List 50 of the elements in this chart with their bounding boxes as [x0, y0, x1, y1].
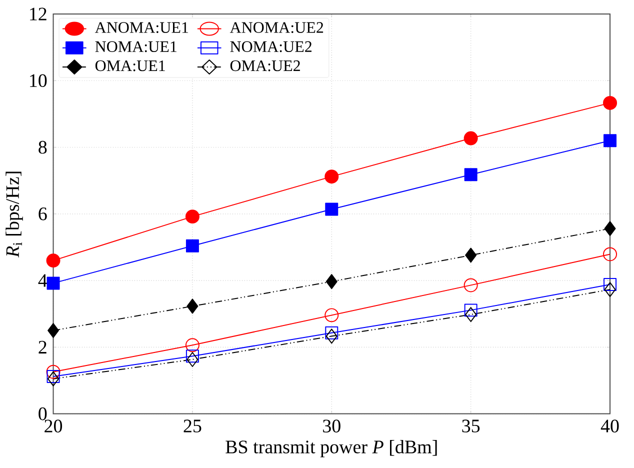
y-tick-label: 8 — [38, 140, 47, 154]
x-tick-label: 40 — [600, 420, 619, 433]
point — [604, 221, 616, 236]
legend-label: OMA:UE1 — [95, 60, 165, 72]
point — [185, 338, 200, 352]
point — [464, 131, 478, 146]
point — [46, 254, 60, 268]
point — [604, 278, 617, 292]
point — [46, 364, 60, 379]
point — [604, 282, 616, 298]
point — [185, 210, 200, 224]
y-tick-label: 12 — [30, 8, 46, 20]
point — [186, 350, 199, 363]
point — [326, 328, 338, 344]
point — [604, 134, 617, 148]
y-axis-title: R$_{i}$ [bps/Hz] — [6, 172, 23, 258]
point — [325, 202, 338, 216]
point — [324, 308, 339, 322]
point — [324, 170, 339, 184]
point — [325, 326, 338, 340]
point — [48, 371, 60, 386]
point — [186, 352, 198, 368]
x-axis-title: BS transmit power P [dBm] — [226, 440, 437, 458]
point — [46, 370, 60, 384]
point — [48, 323, 60, 338]
legend-label: NOMA:UE2 — [230, 41, 312, 52]
x-tick-label: 20 — [44, 420, 62, 433]
point — [603, 247, 618, 262]
point — [464, 278, 478, 292]
y-tick-label: 0 — [38, 408, 47, 420]
legend-label: NOMA:UE1 — [95, 41, 176, 52]
point — [464, 168, 478, 182]
y-tick-label: 6 — [38, 208, 47, 220]
legend-label: ANOMA:UE1 — [94, 22, 188, 34]
y-tick-label: 4 — [38, 274, 48, 287]
point — [464, 304, 478, 317]
x-tick-label: 35 — [462, 420, 480, 433]
y-tick-label: 2 — [38, 340, 46, 354]
point — [465, 307, 477, 322]
y-tick-label: 10 — [30, 74, 47, 88]
point — [186, 298, 198, 314]
x-tick-label: 30 — [323, 420, 340, 433]
legend-label: ANOMA:UE2 — [230, 22, 324, 34]
point — [326, 274, 338, 290]
point — [465, 248, 477, 263]
legend-label: OMA:UE2 — [230, 60, 300, 72]
point — [603, 96, 618, 110]
x-tick-label: 25 — [184, 420, 202, 433]
point — [186, 239, 199, 252]
point — [46, 276, 60, 290]
